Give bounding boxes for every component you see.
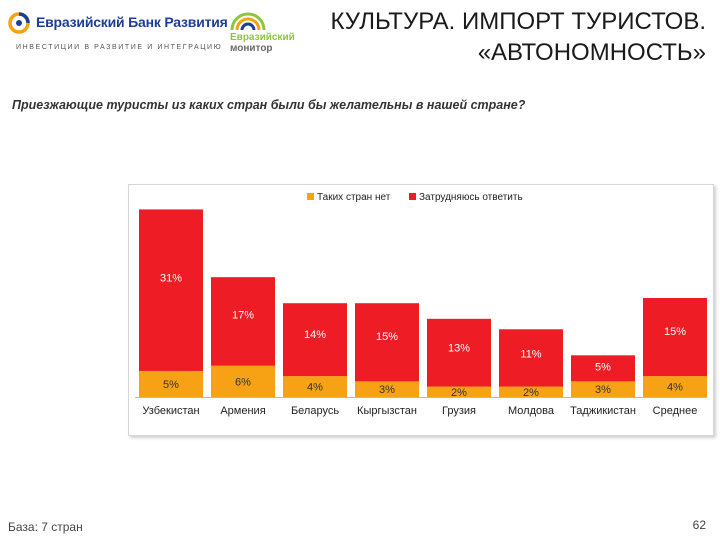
bar-low-0 (139, 370, 203, 397)
bank-name: Евразийский Банк Развития (36, 14, 228, 30)
bar-up-4 (427, 318, 491, 387)
survey-question: Приезжающие туристы из каких стран были … (12, 98, 526, 112)
data-label-low-7: 4% (667, 382, 683, 394)
data-label-up-7: 15% (664, 326, 686, 338)
data-label-up-2: 14% (304, 329, 326, 341)
category-label-2: Беларусь (291, 405, 339, 417)
data-label-up-6: 5% (595, 361, 611, 373)
bar-low-4 (427, 386, 491, 397)
bar-low-3 (355, 381, 419, 397)
bar-low-5 (499, 386, 563, 397)
data-label-low-2: 4% (307, 382, 323, 394)
data-label-low-6: 3% (595, 384, 611, 396)
legend-label-0: Таких стран нет (317, 192, 391, 203)
data-label-low-5: 2% (523, 387, 539, 399)
bar-low-7 (643, 376, 707, 397)
bar-up-5 (499, 329, 563, 387)
data-label-low-4: 2% (451, 387, 467, 399)
data-label-up-4: 13% (448, 342, 470, 354)
stacked-bar-chart: Таких стран нет Затрудняюсь ответить 5% 31%… (135, 192, 707, 417)
data-label-low-3: 3% (379, 384, 395, 396)
eurasian-monitor-logo[interactable]: Евразийский монитор (226, 8, 306, 60)
category-label-5: Молдова (508, 405, 555, 417)
category-label-7: Среднее (653, 405, 698, 417)
monitor-line2: монитор (230, 43, 273, 54)
data-label-low-1: 6% (235, 376, 251, 388)
page-title-line2: «АВТОНОМНОСТЬ» (477, 39, 706, 66)
bar-up-7 (643, 298, 707, 377)
data-label-up-3: 15% (376, 331, 398, 343)
category-label-4: Грузия (442, 405, 476, 417)
page-number: 62 (692, 518, 706, 532)
monitor-line1: Евразийский (230, 32, 295, 43)
bar-up-1 (211, 277, 275, 366)
data-label-up-0: 31% (160, 272, 182, 284)
page-title: КУЛЬТУРА. ИМПОРТ ТУРИСТОВ. «АВТОНОМНОСТЬ… (331, 6, 707, 68)
bar-up-0 (139, 209, 203, 371)
bar-low-2 (283, 376, 347, 397)
category-label-6: Таджикистан (570, 405, 636, 417)
base-note: База: 7 стран (8, 520, 83, 534)
data-label-low-0: 5% (163, 379, 179, 391)
bar-low-6 (571, 381, 635, 397)
legend-label-1: Затрудняюсь ответить (419, 192, 523, 203)
header: Евразийский Банк Развития ИНВЕСТИЦИИ В Р… (0, 0, 720, 90)
monitor-logo-icon (230, 12, 266, 31)
category-label-0: Узбекистан (142, 405, 199, 417)
chart-frame: Таких стран нет Затрудняюсь ответить 5% 31%… (128, 184, 714, 436)
legend-swatch-0 (307, 193, 314, 200)
page-title-line1: КУЛЬТУРА. ИМПОРТ ТУРИСТОВ. (330, 8, 707, 35)
data-label-up-5: 11% (520, 348, 541, 360)
bar-low-1 (211, 365, 275, 397)
data-label-up-1: 17% (232, 309, 254, 321)
eabr-logo-icon (8, 12, 30, 34)
category-label-3: Кыргызстан (357, 405, 417, 417)
eabr-logo[interactable]: Евразийский Банк Развития ИНВЕСТИЦИИ В Р… (8, 10, 228, 58)
bar-up-2 (283, 303, 347, 377)
bar-up-3 (355, 303, 419, 382)
bank-tagline: ИНВЕСТИЦИИ В РАЗВИТИЕ И ИНТЕГРАЦИЮ (16, 44, 223, 51)
bar-up-6 (571, 355, 635, 382)
category-label-1: Армения (220, 405, 265, 417)
legend-swatch-1 (409, 193, 416, 200)
